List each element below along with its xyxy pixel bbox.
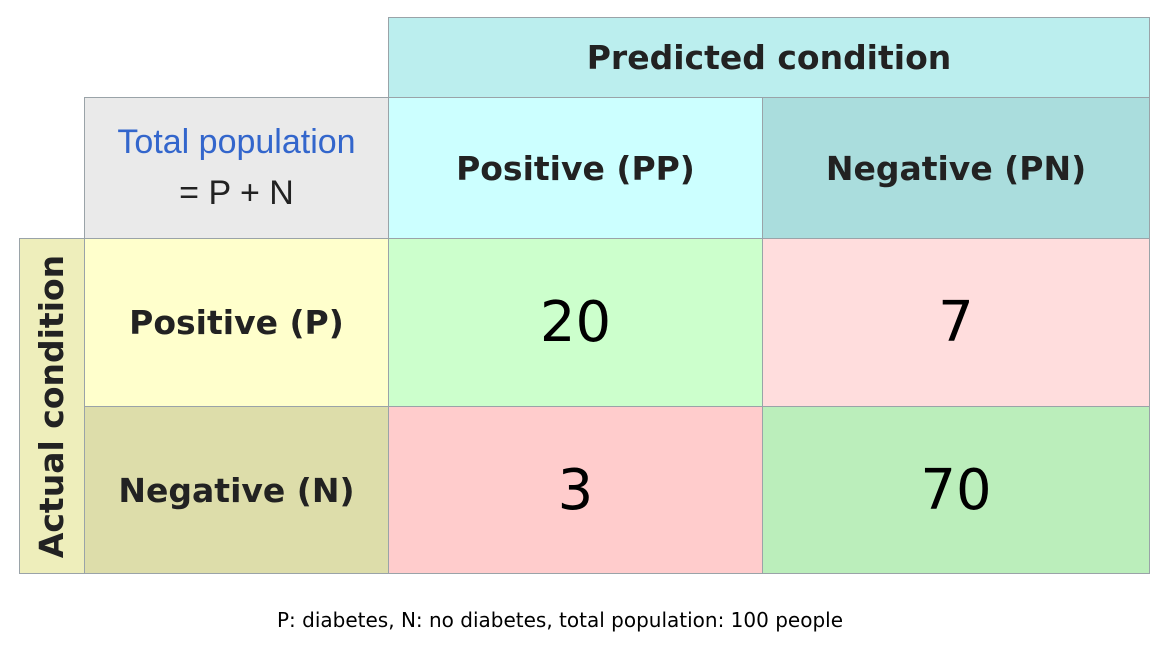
false-positive-cell: 3 (388, 406, 763, 574)
actual-positive-label: Positive (P) (129, 303, 344, 342)
predicted-negative-header: Negative (PN) (762, 97, 1150, 239)
total-population-formula: = P + N (179, 174, 294, 212)
true-positive-value: 20 (539, 290, 612, 355)
false-positive-value: 3 (557, 457, 594, 523)
actual-negative-header: Negative (N) (84, 406, 389, 574)
false-negative-cell: 7 (762, 238, 1150, 407)
predicted-condition-header: Predicted condition (388, 17, 1150, 98)
actual-condition-header: Actual condition (19, 238, 85, 574)
total-population-cell: Total population = P + N (84, 97, 389, 239)
true-positive-cell: 20 (388, 238, 763, 407)
predicted-positive-label: Positive (PP) (456, 148, 695, 188)
total-population-link[interactable]: Total population (117, 122, 356, 161)
predicted-positive-header: Positive (PP) (388, 97, 763, 239)
true-negative-cell: 70 (762, 406, 1150, 574)
caption: P: diabetes, N: no diabetes, total popul… (277, 608, 843, 632)
true-negative-value: 70 (920, 457, 992, 523)
predicted-negative-label: Negative (PN) (825, 148, 1087, 188)
false-negative-value: 7 (938, 290, 974, 355)
actual-condition-label: Actual condition (32, 254, 72, 558)
predicted-condition-label: Predicted condition (586, 38, 952, 77)
actual-negative-label: Negative (N) (118, 470, 355, 510)
actual-positive-header: Positive (P) (84, 238, 389, 407)
